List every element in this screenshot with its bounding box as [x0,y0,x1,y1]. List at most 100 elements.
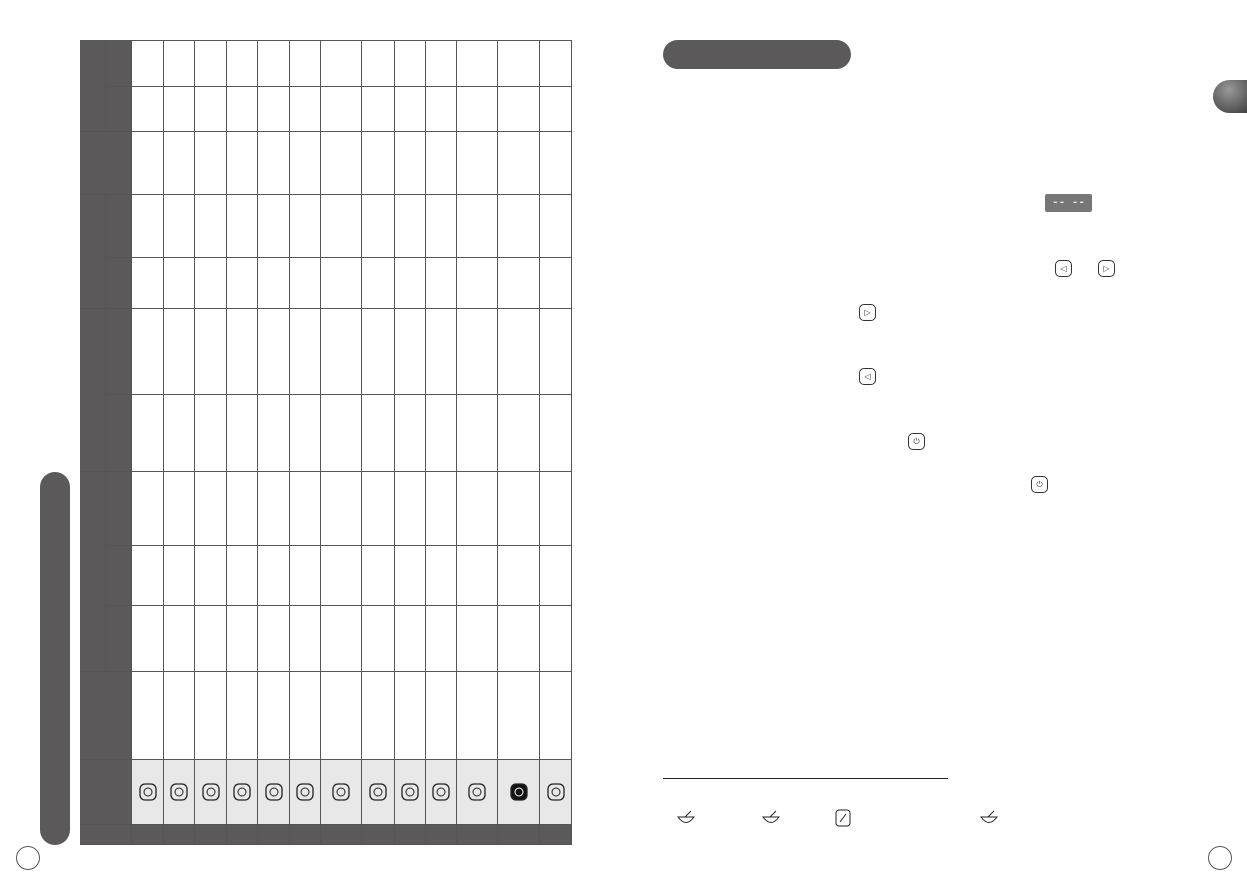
table-cell [426,472,457,546]
vegetable-icon [835,809,851,827]
steam-icon [233,783,251,801]
table-cell [426,546,457,606]
table-cell [540,606,572,672]
table-cell [457,258,498,309]
table-cell [540,825,572,845]
table-cell [195,87,227,132]
row-header [80,760,132,825]
table-cell [426,195,457,258]
program-icon-cell [164,760,195,825]
table-cell [498,195,540,258]
table-cell [395,309,426,395]
table-cell [321,546,362,606]
table-cell [362,258,395,309]
table-cell [258,606,290,672]
table-cell [195,472,227,546]
table-cell [540,546,572,606]
table-cell [227,258,258,309]
table-cell [426,40,457,87]
table-cell [426,395,457,472]
table-cell [227,672,258,760]
table-cell [395,132,426,195]
row-header [106,546,132,606]
display-indicator: -- -- [1045,194,1092,212]
table-cell [457,309,498,395]
table-cell [321,258,362,309]
table-cell [290,672,321,760]
table-cell [258,258,290,309]
table-cell [164,472,195,546]
program-icon-cell [395,760,426,825]
table-cell [457,546,498,606]
rice-bowl-icon [980,810,998,823]
language-tab [1213,80,1247,113]
program-icon-cell [540,760,572,825]
table-cell [227,472,258,546]
table-cell [498,546,540,606]
table-cell [132,87,164,132]
table-cell [540,309,572,395]
grill-icon [138,783,157,801]
table-cell [457,395,498,472]
table-cell [195,258,227,309]
table-cell [164,825,195,845]
table-cell [195,672,227,760]
table-cell [132,395,164,472]
table-cell [164,87,195,132]
program-icon-cell [132,760,164,825]
table-cell [457,87,498,132]
table-cell [395,546,426,606]
table-cell [132,546,164,606]
section-title-bar [663,40,851,69]
program-icon-cell [321,760,362,825]
table-cell [290,472,321,546]
table-cell [132,825,164,845]
table-cell [290,395,321,472]
rotation-icon [432,783,450,801]
table-cell [426,606,457,672]
table-cell [258,40,290,87]
table-cell [362,672,395,760]
row-header [106,309,132,395]
table-cell [258,395,290,472]
group-header [80,40,106,132]
ladle-bowl-icon [296,783,314,801]
table-cell [164,395,195,472]
table-cell [227,825,258,845]
table-cell [498,825,540,845]
table-cell [395,825,426,845]
table-cell [321,40,362,87]
table-cell [290,87,321,132]
table-cell [540,195,572,258]
table-cell [132,258,164,309]
table-cell [290,40,321,87]
table-cell [362,395,395,472]
table-cell [457,672,498,760]
table-cell [195,395,227,472]
table-cell [195,825,227,845]
table-cell [498,309,540,395]
side-section-tab [40,472,70,845]
table-cell [395,195,426,258]
program-icon-cell [258,760,290,825]
page-number-right [1208,846,1232,870]
table-cell [457,472,498,546]
table-cell [258,195,290,258]
group-header [80,195,106,309]
table-cell [132,606,164,672]
program-icon-cell [227,760,258,825]
table-cell [195,40,227,87]
table-cell [395,40,426,87]
table-cell [290,132,321,195]
table-cell [426,132,457,195]
table-cell [395,87,426,132]
table-cell [290,546,321,606]
table-cell [321,195,362,258]
program-icon-cell [195,760,227,825]
table-cell [164,195,195,258]
table-cell [258,672,290,760]
table-cell [227,309,258,395]
table-cell [362,606,395,672]
row-header [106,606,132,672]
table-cell [321,132,362,195]
